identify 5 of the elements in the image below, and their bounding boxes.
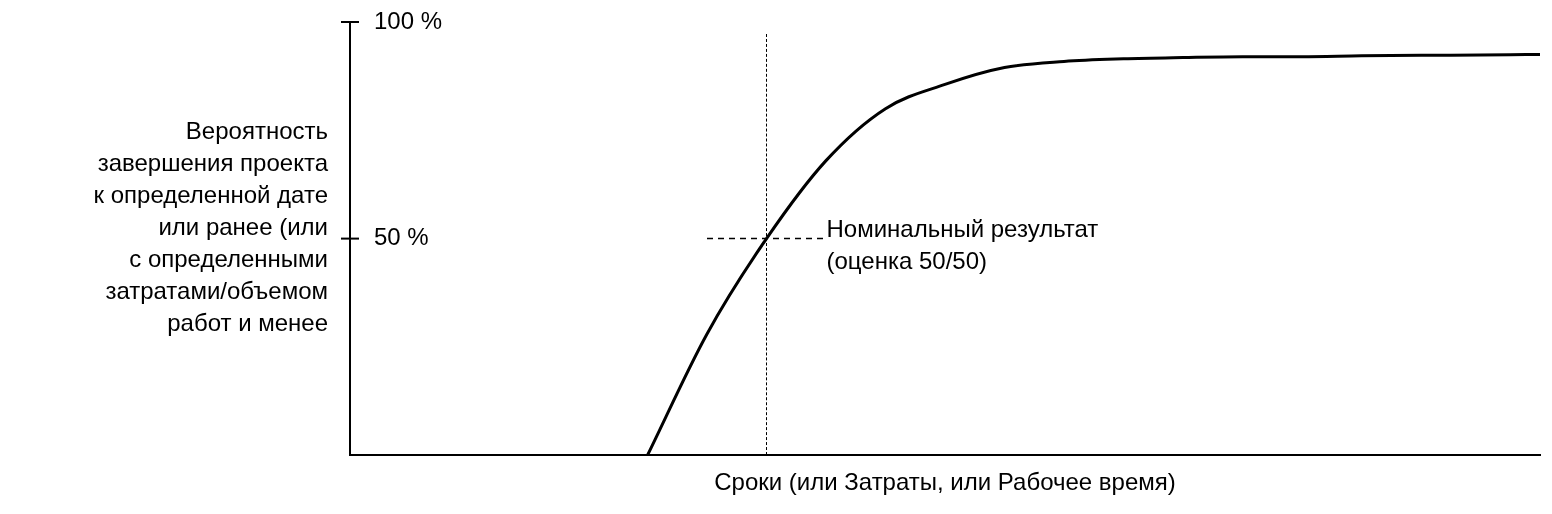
- annotation: Номинальный результат (оценка 50/50): [826, 215, 1099, 275]
- x-axis-title: Сроки (или Затраты, или Рабочее время): [714, 468, 1176, 496]
- y-tick-label: 100 %: [374, 6, 443, 34]
- y-axis-title: Вероятность завершения проекта к определенной дате или ранее (или с определенными затратами/объемом работ и менее: [93, 116, 329, 336]
- y-tick-label: 50 %: [374, 223, 429, 251]
